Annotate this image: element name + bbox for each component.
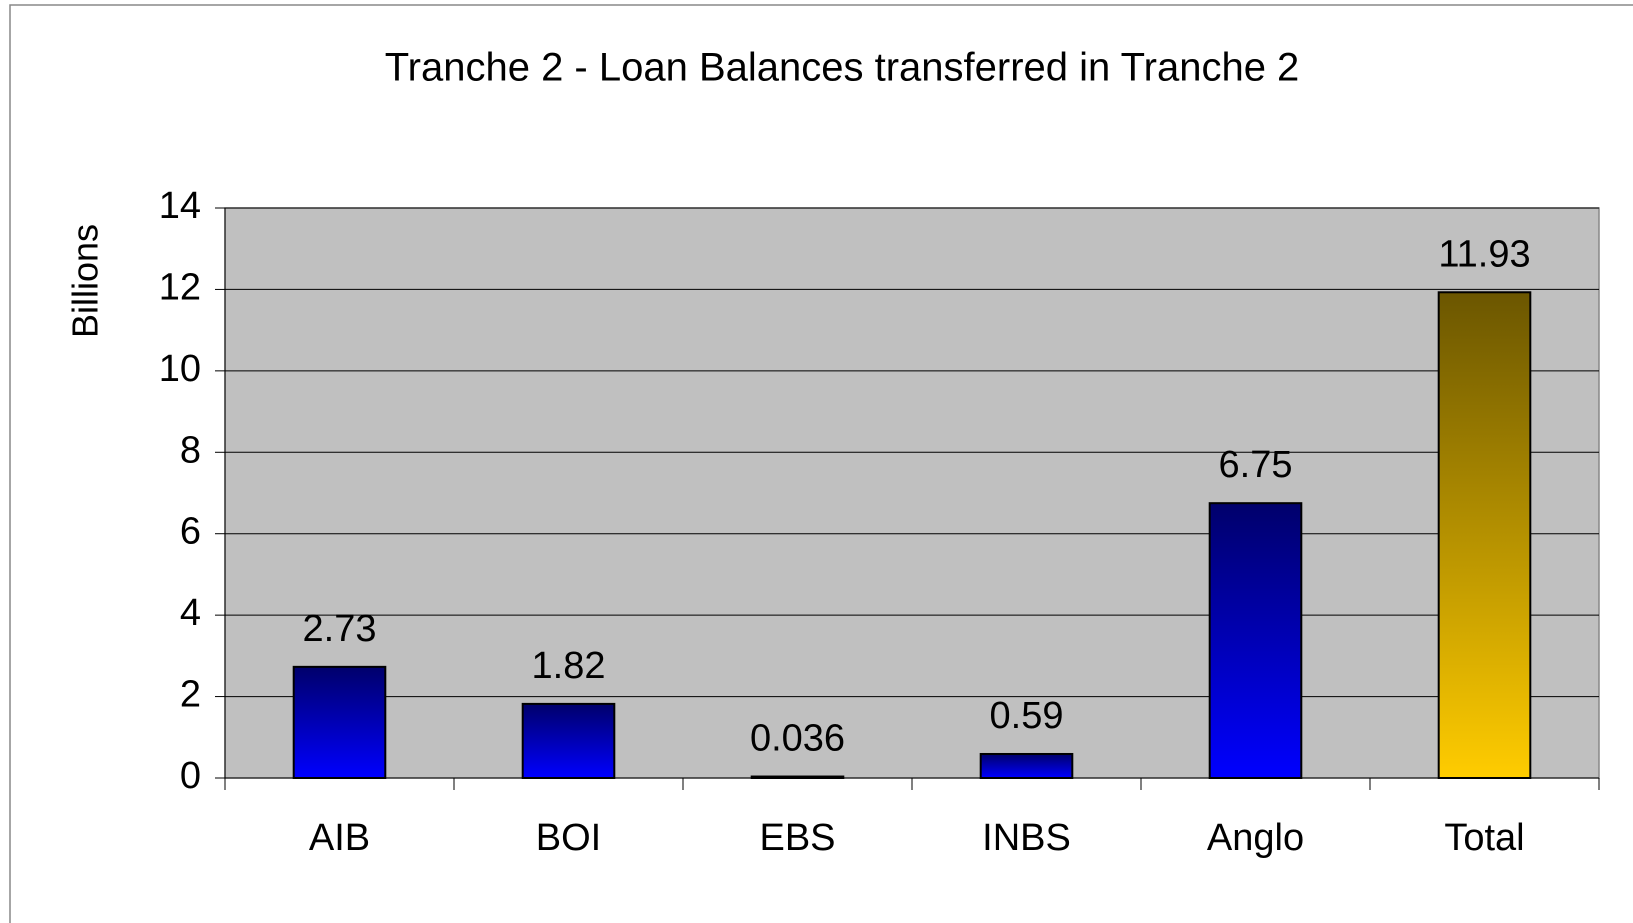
y-tick-label: 12 — [159, 266, 201, 308]
x-tick-label: Anglo — [1207, 817, 1304, 859]
x-tick-label: INBS — [982, 817, 1071, 859]
data-label: 0.036 — [750, 718, 845, 760]
plot-area — [224, 207, 1600, 779]
data-label: 6.75 — [1219, 444, 1293, 486]
y-tick-label: 6 — [180, 511, 201, 553]
y-tick-label: 2 — [180, 674, 201, 716]
data-label: 0.59 — [990, 695, 1064, 737]
bar — [292, 665, 387, 779]
y-tick-label: 14 — [159, 185, 201, 227]
y-tick-label: 0 — [180, 755, 201, 797]
data-label: 2.73 — [303, 608, 377, 650]
bar — [1208, 502, 1303, 779]
x-tick-label: EBS — [759, 817, 835, 859]
x-tick-label: AIB — [309, 817, 370, 859]
y-axis-label: Billions — [65, 224, 106, 338]
bar — [521, 702, 616, 780]
data-label: 11.93 — [1438, 233, 1530, 275]
bar — [750, 775, 845, 780]
chart-title: Tranche 2 - Loan Balances transferred in… — [385, 46, 1300, 90]
data-label: 1.82 — [532, 645, 606, 687]
bar — [1437, 291, 1532, 779]
y-tick-label: 4 — [180, 592, 201, 634]
x-tick-label: BOI — [536, 817, 601, 859]
y-tick-label: 8 — [180, 429, 201, 471]
bar — [979, 752, 1074, 780]
y-tick-label: 10 — [159, 348, 201, 390]
x-tick-label: Total — [1444, 817, 1524, 859]
